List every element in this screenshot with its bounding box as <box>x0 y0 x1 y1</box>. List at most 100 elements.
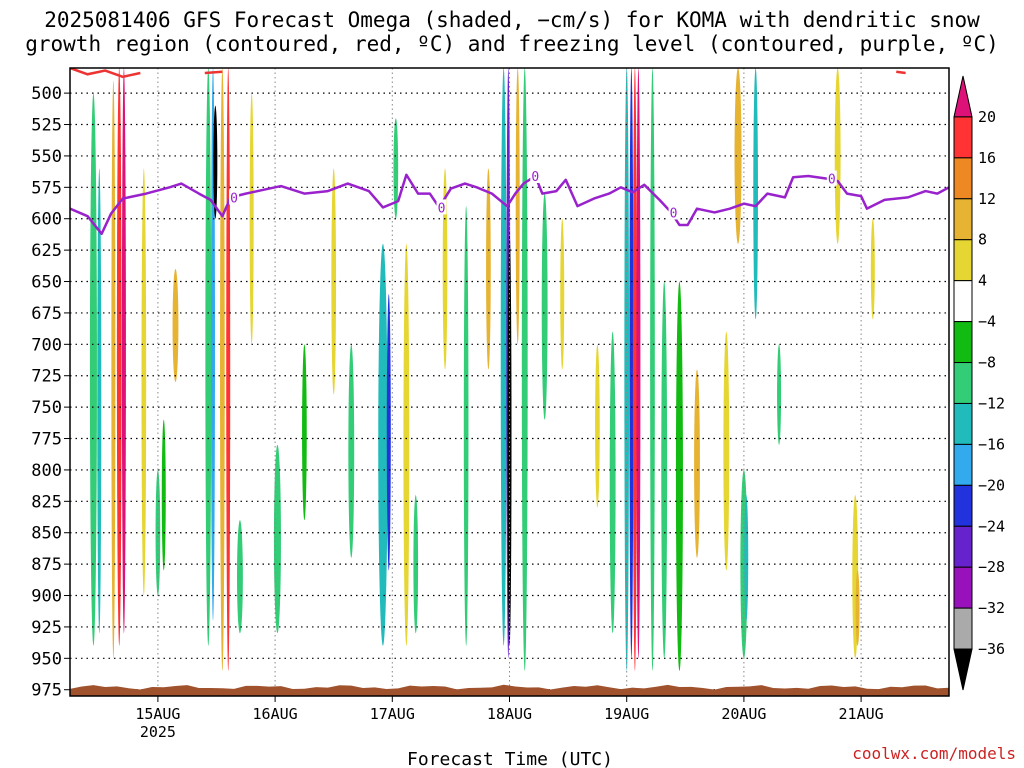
omega-column-1 <box>97 168 102 634</box>
omega-column-38 <box>629 68 634 659</box>
title-line-2: growth region (contoured, red, ºC) and f… <box>25 32 999 56</box>
x-tick-label-3: 18AUG <box>487 705 532 723</box>
dgz-contour-0 <box>70 68 141 79</box>
y-tick-label-2: 550 <box>31 147 62 167</box>
y-tick-label-3: 575 <box>31 178 62 198</box>
colorbar-label-8: −16 <box>978 435 1005 453</box>
omega-column-9 <box>205 68 212 646</box>
omega-column-24 <box>413 495 419 634</box>
omega-column-5 <box>141 168 147 596</box>
freezing-label-bg-2 <box>530 168 541 184</box>
y-tick-label-1: 525 <box>31 116 62 136</box>
omega-column-20 <box>378 243 388 646</box>
colorbar-label-12: −32 <box>978 599 1005 617</box>
omega-column-18 <box>331 168 337 395</box>
dendritic-growth-contours <box>70 68 906 79</box>
omega-column-30 <box>507 231 512 646</box>
omega-column-11 <box>213 105 218 219</box>
grid-lines <box>70 68 949 696</box>
colorbar-swatch-3 <box>953 198 973 241</box>
omega-column-21 <box>386 294 391 571</box>
colorbar-label-9: −20 <box>978 476 1005 494</box>
omega-column-40 <box>636 68 641 659</box>
colorbar-swatch-1 <box>953 116 973 159</box>
omega-column-33 <box>541 193 548 420</box>
omega-column-49 <box>753 68 758 320</box>
omega-column-16 <box>273 444 281 634</box>
y-tick-label-17: 925 <box>31 618 62 638</box>
omega-column-46 <box>734 68 742 244</box>
freezing-level-contour: 0 0 0 0 0 <box>70 168 949 236</box>
site-credit: coolwx.com/models <box>852 744 1016 763</box>
freezing-level-label-0: 0 <box>230 191 238 206</box>
colorbar-top-arrow <box>953 75 973 118</box>
colorbar-swatch-12 <box>953 566 973 609</box>
omega-column-4 <box>121 68 126 634</box>
omega-column-17 <box>302 344 307 521</box>
y-tick-label-15: 875 <box>31 555 62 575</box>
omega-column-43 <box>675 281 683 671</box>
freezing-label-bg-1 <box>436 199 447 215</box>
y-tick-label-12: 800 <box>31 461 62 481</box>
y-tick-label-14: 850 <box>31 524 62 544</box>
ground-fill <box>70 684 949 696</box>
x-tick-label-4: 19AUG <box>604 705 649 723</box>
colorbar-swatch-8 <box>953 402 973 445</box>
y-tick-label-5: 625 <box>31 241 62 261</box>
colorbar-label-0: 20 <box>978 108 996 126</box>
colorbar: 20 16 12 8 4 −4 −8 −12 −16 −20 −24 −28 −32 −36 <box>953 75 1005 691</box>
y-tick-label-19: 975 <box>31 681 62 701</box>
freezing-level-label-4: 0 <box>828 173 836 188</box>
colorbar-label-7: −12 <box>978 394 1005 412</box>
omega-column-7 <box>161 419 166 571</box>
omega-column-23 <box>403 243 410 646</box>
colorbar-swatch-2 <box>953 157 973 200</box>
colorbar-swatch-5 <box>953 280 973 323</box>
omega-column-8 <box>172 268 179 383</box>
omega-column-25 <box>442 168 448 370</box>
omega-column-53 <box>855 570 860 646</box>
omega-column-50 <box>777 344 782 445</box>
colorbar-swatch-10 <box>953 484 973 527</box>
omega-column-35 <box>595 344 600 508</box>
colorbar-swatch-9 <box>953 443 973 486</box>
colorbar-bottom-arrow <box>953 648 973 691</box>
omega-column-2 <box>111 80 116 659</box>
colorbar-label-11: −28 <box>978 558 1005 576</box>
y-tick-label-4: 600 <box>31 210 62 230</box>
title-line-1: 2025081406 GFS Forecast Omega (shaded, −… <box>44 8 980 32</box>
omega-column-28 <box>500 68 507 646</box>
omega-column-26 <box>463 206 469 646</box>
y-tick-label-13: 825 <box>31 492 62 512</box>
freezing-level-label-3: 0 <box>670 206 678 221</box>
colorbar-swatch-6 <box>953 321 973 364</box>
colorbar-label-4: 4 <box>978 272 987 290</box>
y-tick-label-6: 650 <box>31 273 62 293</box>
colorbar-swatch-7 <box>953 362 973 404</box>
y-tick-label-16: 900 <box>31 587 62 607</box>
omega-column-54 <box>870 218 875 320</box>
colorbar-label-3: 8 <box>978 231 987 249</box>
x-tick-year-label: 2025 <box>140 723 176 741</box>
colorbar-label-13: −36 <box>978 640 1005 658</box>
omega-column-22 <box>393 118 399 219</box>
x-tick-label-1: 16AUG <box>253 705 298 723</box>
omega-column-14 <box>237 520 243 634</box>
x-axis-ticks: 15AUG 16AUG 17AUG 18AUG 19AUG 20AUG 21AUG 2025 <box>135 696 884 741</box>
y-tick-label-18: 950 <box>31 649 62 669</box>
y-tick-label-10: 750 <box>31 398 62 418</box>
y-tick-label-11: 775 <box>31 430 62 450</box>
y-tick-label-7: 675 <box>31 304 62 324</box>
y-tick-label-8: 700 <box>31 335 62 355</box>
freezing-level-label-1: 0 <box>438 201 446 216</box>
omega-column-34 <box>560 218 565 370</box>
freezing-label-bg-0 <box>229 189 240 205</box>
omega-column-32 <box>521 68 528 671</box>
omega-column-31 <box>515 68 520 345</box>
omega-shading <box>89 68 875 671</box>
colorbar-label-5: −4 <box>978 313 996 331</box>
omega-column-19 <box>348 344 355 558</box>
dgz-contour-2 <box>896 70 906 75</box>
colorbar-swatch-13 <box>953 607 973 650</box>
